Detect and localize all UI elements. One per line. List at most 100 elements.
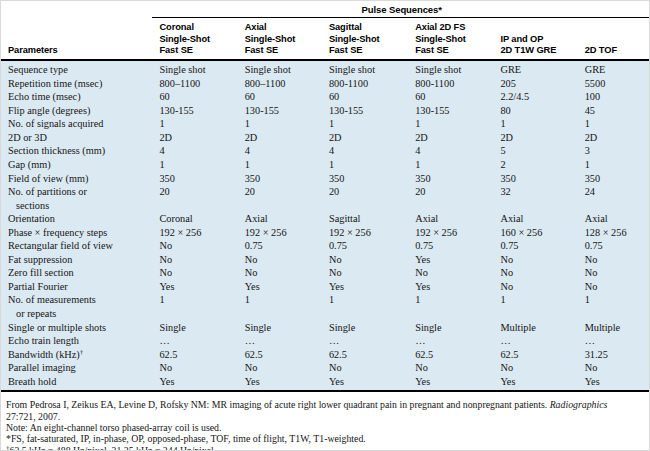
param-cell: No. of signals acquired — [1, 117, 152, 131]
value-cell: Yes — [152, 375, 237, 392]
value-cell: 5 — [493, 144, 577, 158]
value-cell: 2D — [408, 131, 493, 145]
table-row: Section thickness (mm)444453 — [1, 144, 650, 158]
param-cell: Breath hold — [1, 375, 152, 392]
value-cell: 192 × 256 — [408, 226, 493, 240]
value-cell: Yes — [238, 280, 322, 294]
value-cell: Multiple — [578, 321, 650, 335]
value-cell: No — [152, 361, 237, 375]
table-row: Phase × frequency steps192 × 256192 × 25… — [1, 226, 650, 240]
spanner-row: Pulse Sequences* — [1, 2, 650, 18]
column-headers-row: Parameters Coronal Single-Shot Fast SEAx… — [1, 18, 650, 60]
column-header-5: IP and OP 2D T1W GRE — [493, 18, 577, 60]
value-cell: 20 — [152, 185, 237, 212]
value-cell: 62.5 — [238, 348, 322, 362]
value-cell: 60 — [238, 90, 322, 104]
value-cell: 0.75 — [322, 239, 408, 253]
value-cell: 2.2/4.5 — [493, 90, 577, 104]
value-cell: 4 — [238, 144, 322, 158]
param-cell: Repetition time (msec) — [1, 77, 152, 91]
value-cell: 800–1100 — [238, 77, 322, 91]
table-row: No. of signals acquired111111 — [1, 117, 650, 131]
value-cell: Single — [408, 321, 493, 335]
table-body: Sequence typeSingle shotSingle shotSingl… — [1, 60, 650, 391]
value-cell: 192 × 256 — [322, 226, 408, 240]
value-cell: No — [408, 361, 493, 375]
param-cell: Partial Fourier — [1, 280, 152, 294]
value-cell: 130-155 — [152, 104, 237, 118]
value-cell: 1 — [408, 293, 493, 320]
value-cell: 1 — [238, 117, 322, 131]
value-cell: 2 — [493, 158, 577, 172]
value-cell: 62.5 — [152, 348, 237, 362]
value-cell: Single — [238, 321, 322, 335]
value-cell: 350 — [408, 172, 493, 186]
value-cell: No — [238, 253, 322, 267]
value-cell: Single shot — [238, 60, 322, 77]
table-row: Flip angle (degrees)130-155130-155130-15… — [1, 104, 650, 118]
column-header-6: 2D TOF — [578, 18, 650, 60]
param-cell: Single or multiple shots — [1, 321, 152, 335]
table-row: Field of view (mm)350350350350350350 — [1, 172, 650, 186]
footnotes: From Pedrosa I, Zeikus EA, Levine D, Rof… — [1, 392, 649, 451]
value-cell: 31.25 — [578, 348, 650, 362]
parameters-header: Parameters — [1, 18, 152, 60]
value-cell: 4 — [152, 144, 237, 158]
value-cell: 128 × 256 — [578, 226, 650, 240]
value-cell: No — [408, 266, 493, 280]
table-row: Gap (mm)111121 — [1, 158, 650, 172]
param-cell: Rectangular field of view — [1, 239, 152, 253]
value-cell: Multiple — [493, 321, 577, 335]
value-cell: 160 × 256 — [493, 226, 577, 240]
value-cell: Yes — [493, 375, 577, 392]
value-cell: … — [578, 334, 650, 348]
value-cell: 800-1100 — [322, 77, 408, 91]
value-cell: Axial — [578, 212, 650, 226]
value-cell: 0.75 — [493, 239, 577, 253]
value-cell: 1 — [322, 158, 408, 172]
value-cell: No — [493, 266, 577, 280]
table-header: Pulse Sequences* Parameters Coronal Sing… — [1, 2, 650, 60]
value-cell: 350 — [238, 172, 322, 186]
value-cell: 130-155 — [408, 104, 493, 118]
table-spanner-title: Pulse Sequences* — [152, 2, 650, 18]
value-cell: 45 — [578, 104, 650, 118]
value-cell: … — [493, 334, 577, 348]
footnote-line: From Pedrosa I, Zeikus EA, Levine D, Rof… — [6, 399, 645, 410]
value-cell: 1 — [152, 293, 237, 320]
value-cell: GRE — [578, 60, 650, 77]
value-cell: Yes — [578, 375, 650, 392]
value-cell: 1 — [322, 117, 408, 131]
value-cell: No — [238, 361, 322, 375]
value-cell: 192 × 256 — [152, 226, 237, 240]
value-cell: Yes — [322, 280, 408, 294]
value-cell: 1 — [238, 293, 322, 320]
value-cell: … — [408, 334, 493, 348]
value-cell: 800–1100 — [152, 77, 237, 91]
param-cell: Echo time (msec) — [1, 90, 152, 104]
table-row: Partial FourierYesYesYesYesNoNo — [1, 280, 650, 294]
param-cell: Phase × frequency steps — [1, 226, 152, 240]
value-cell: Single — [322, 321, 408, 335]
value-cell: 1 — [408, 117, 493, 131]
value-cell: Single shot — [408, 60, 493, 77]
footnote-line: Note: An eight-channel torso phased-arra… — [6, 422, 645, 433]
value-cell: 100 — [578, 90, 650, 104]
value-cell: 350 — [152, 172, 237, 186]
param-cell: Section thickness (mm) — [1, 144, 152, 158]
table-row: Rectangular field of viewNo0.750.750.750… — [1, 239, 650, 253]
value-cell: 350 — [578, 172, 650, 186]
value-cell: 350 — [493, 172, 577, 186]
value-cell: No — [152, 253, 237, 267]
table-row: Echo time (msec)606060602.2/4.5100 — [1, 90, 650, 104]
value-cell: 3 — [578, 144, 650, 158]
spanner-spacer — [1, 2, 152, 18]
value-cell: 24 — [578, 185, 650, 212]
value-cell: 20 — [322, 185, 408, 212]
value-cell: 62.5 — [322, 348, 408, 362]
footnote-line: †62.5 kHz = 488 Hz/pixel, 31.25 kHz = 24… — [6, 445, 645, 451]
value-cell: 1 — [493, 293, 577, 320]
table-row: Bandwidth (kHz)†62.562.562.562.562.531.2… — [1, 348, 650, 362]
value-cell: Yes — [408, 280, 493, 294]
param-cell: 2D or 3D — [1, 131, 152, 145]
